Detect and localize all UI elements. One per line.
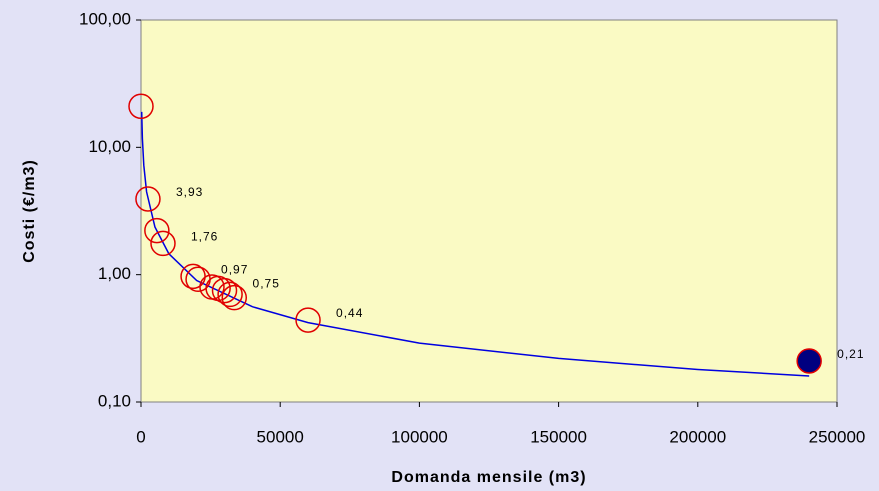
x-tick-label: 200000: [669, 427, 726, 446]
x-tick-label: 0: [136, 427, 145, 446]
point: [796, 348, 822, 374]
y-tick-label: 10,00: [88, 137, 131, 156]
point: [150, 230, 176, 257]
point: [221, 284, 248, 311]
fit-line: [140, 111, 810, 377]
data-label: 0,44: [336, 306, 363, 320]
x-tick-label: 50000: [257, 427, 304, 446]
point: [128, 93, 154, 120]
data-label: 3,93: [176, 185, 203, 199]
x-tick-label: 150000: [530, 427, 587, 446]
x-tick-label: 100000: [391, 427, 448, 446]
y-tick-label: 100,00: [79, 9, 131, 28]
data-label: 1,76: [191, 230, 218, 244]
data-label: 0,75: [253, 277, 280, 291]
point: [135, 186, 161, 212]
point: [144, 217, 170, 244]
data-label: 0,97: [221, 263, 248, 277]
y-tick-label: 0,10: [98, 391, 131, 410]
point: [217, 281, 243, 308]
point: [295, 307, 321, 333]
y-axis-label: Costi (€/m3): [21, 159, 38, 263]
data-label: 0,21: [837, 347, 864, 361]
x-tick-label: 250000: [809, 427, 866, 446]
y-tick-label: 1,00: [98, 264, 131, 283]
x-axis-label: Domanda mensile (m3): [391, 469, 586, 486]
point: [211, 277, 238, 304]
plot-area: [140, 19, 838, 403]
